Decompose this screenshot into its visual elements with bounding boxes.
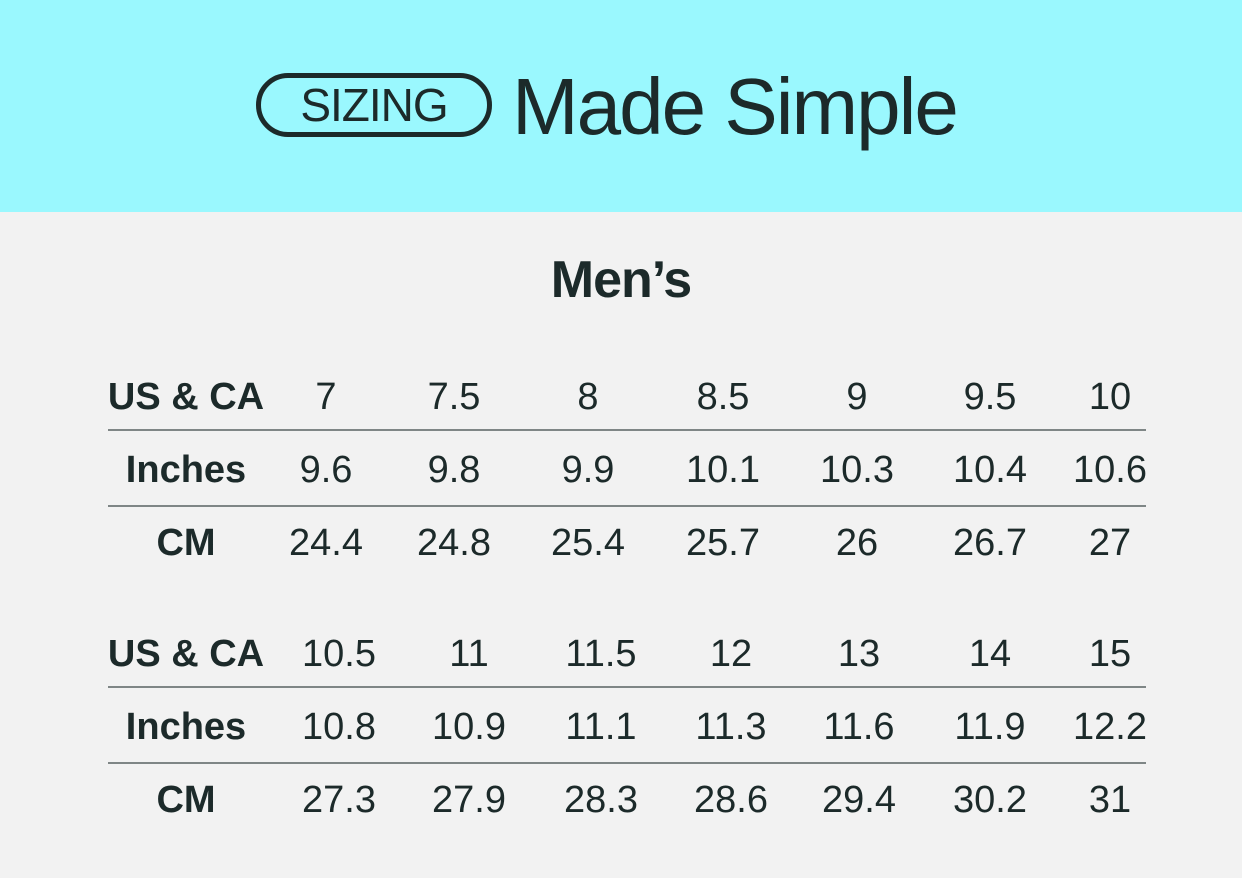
row-divider: [108, 505, 1146, 507]
table-cell: 11: [449, 633, 489, 675]
table-cell: 27.9: [432, 779, 506, 821]
header-banner: SIZING Made Simple: [0, 0, 1242, 212]
table-cell: 10.6: [1073, 449, 1147, 491]
table-cell: 11.9: [954, 706, 1026, 748]
row-label: US & CA: [107, 633, 265, 675]
table-cell: 25.7: [686, 522, 760, 564]
row-label: US & CA: [107, 376, 265, 418]
table-cell: 10.3: [820, 449, 894, 491]
table-row: CM 24.4 24.8 25.4 25.7 26 26.7 27: [0, 508, 1242, 578]
table-cell: 25.4: [551, 522, 625, 564]
row-label: Inches: [125, 706, 247, 748]
table-cell: 7.5: [427, 376, 481, 418]
table-cell: 15: [1088, 633, 1132, 675]
table-cell: 11.3: [695, 706, 767, 748]
table-cell: 13: [837, 633, 881, 675]
table-cell: 31: [1088, 779, 1132, 821]
table-cell: 28.3: [564, 779, 638, 821]
table-cell: 9.5: [963, 376, 1017, 418]
row-label: Inches: [125, 449, 247, 491]
table-cell: 8: [577, 376, 599, 418]
size-table-1: US & CA 7 7.5 8 8.5 9 9.5 10 Inches 9.6 9.8 9.9 10.1…: [0, 362, 1242, 582]
table-cell: 10: [1088, 376, 1132, 418]
table-cell: 9.6: [299, 449, 353, 491]
table-cell: 10.1: [686, 449, 760, 491]
table-row: Inches 9.6 9.8 9.9 10.1 10.3 10.4 10.6: [0, 435, 1242, 505]
table-cell: 8.5: [696, 376, 750, 418]
table-row: CM 27.3 27.9 28.3 28.6 29.4 30.2 31: [0, 765, 1242, 835]
table-cell: 27: [1088, 522, 1132, 564]
table-cell: 9.9: [561, 449, 615, 491]
header-title: Made Simple: [512, 62, 959, 151]
table-cell: 10.5: [302, 633, 376, 675]
row-divider: [108, 686, 1146, 688]
table-cell: 9: [846, 376, 868, 418]
row-divider: [108, 429, 1146, 431]
table-cell: 27.3: [302, 779, 376, 821]
table-cell: 24.4: [289, 522, 363, 564]
table-row: US & CA 7 7.5 8 8.5 9 9.5 10: [0, 362, 1242, 432]
table-cell: 7: [315, 376, 337, 418]
table-cell: 10.8: [302, 706, 376, 748]
size-table-2: US & CA 10.5 11 11.5 12 13 14 15 Inches 10.8 10.9 1…: [0, 619, 1242, 839]
row-divider: [108, 762, 1146, 764]
table-cell: 9.8: [427, 449, 481, 491]
table-cell: 12: [709, 633, 753, 675]
sizing-badge-text: SIZING: [300, 79, 448, 131]
section-title: Men’s: [550, 251, 692, 309]
table-cell: 24.8: [417, 522, 491, 564]
table-cell: 12.2: [1073, 706, 1147, 748]
table-cell: 26.7: [953, 522, 1027, 564]
row-label: CM: [156, 522, 216, 564]
table-cell: 11.1: [565, 706, 637, 748]
table-cell: 11.5: [565, 633, 637, 675]
table-cell: 11.6: [823, 706, 895, 748]
table-cell: 28.6: [694, 779, 768, 821]
table-cell: 10.9: [432, 706, 506, 748]
table-row: Inches 10.8 10.9 11.1 11.3 11.6 11.9 12.2: [0, 692, 1242, 762]
table-cell: 30.2: [953, 779, 1027, 821]
table-row: US & CA 10.5 11 11.5 12 13 14 15: [0, 619, 1242, 689]
sizing-badge: SIZING: [256, 73, 492, 137]
table-cell: 14: [968, 633, 1012, 675]
row-label: CM: [156, 779, 216, 821]
table-cell: 10.4: [953, 449, 1027, 491]
table-cell: 29.4: [822, 779, 896, 821]
table-cell: 26: [835, 522, 879, 564]
